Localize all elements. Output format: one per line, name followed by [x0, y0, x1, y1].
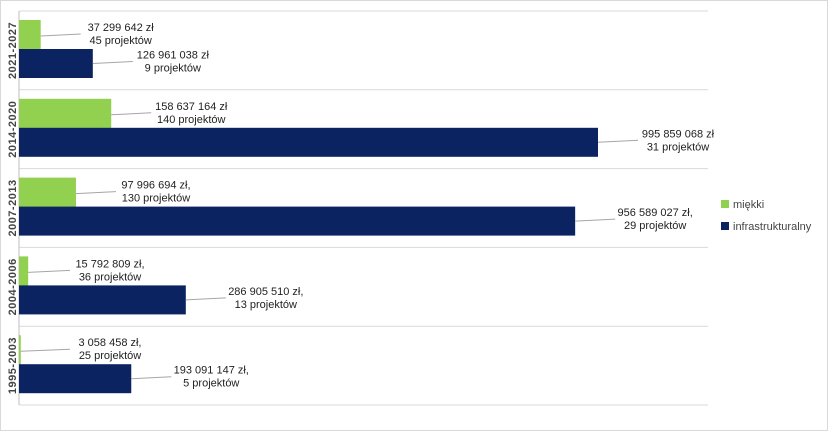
data-label-value: 15 792 809 zł, [75, 258, 144, 270]
legend-swatch [721, 200, 729, 208]
bar-infrastrukturalny [19, 206, 576, 236]
bar-infrastrukturalny [19, 364, 132, 394]
data-label-count: 45 projektów [89, 35, 151, 47]
category-label: 2007-2013 [7, 179, 19, 236]
category-label: 1995-2003 [7, 337, 19, 394]
data-label-count: 5 projektów [183, 378, 239, 390]
bar-miekki [19, 98, 112, 131]
legend-swatch [721, 222, 729, 230]
category-label: 2021-2027 [7, 22, 19, 79]
data-label-value: 193 091 147 zł, [174, 365, 249, 377]
bar-miekki [19, 20, 41, 52]
data-label-value: 3 058 458 zł, [79, 337, 142, 349]
data-label-value: 126 961 038 zł [137, 50, 210, 62]
bar-infrastrukturalny [19, 49, 93, 78]
data-label-leader [597, 139, 639, 143]
legend-label: miękki [733, 199, 764, 211]
data-label-value: 956 589 027 zł, [618, 207, 693, 219]
bar-miekki [19, 335, 21, 368]
data-label-count: 25 projektów [79, 350, 141, 362]
data-label-value: 158 637 164 zł [155, 101, 228, 113]
data-label-count: 36 projektów [79, 271, 141, 283]
data-label-leader [92, 61, 133, 64]
data-label-leader [575, 218, 616, 222]
data-label-value: 97 996 694 zł, [121, 180, 190, 192]
data-label-count: 140 projektów [157, 114, 226, 126]
category-label: 2014-2020 [7, 101, 19, 158]
data-label-count: 9 projektów [145, 63, 201, 75]
data-label-leader [75, 191, 117, 195]
legend-label: infrastrukturalny [733, 221, 812, 233]
data-label-leader [28, 269, 71, 273]
data-label-count: 130 projektów [122, 193, 191, 205]
data-label-value: 286 905 510 zł, [228, 286, 303, 298]
data-label-value: 995 859 068 zł [642, 128, 715, 140]
bar-miekki [19, 256, 29, 289]
data-label-leader [20, 348, 71, 352]
bar-infrastrukturalny [19, 127, 598, 157]
data-label-count: 13 projektów [235, 299, 297, 311]
data-label-count: 31 projektów [647, 141, 709, 153]
data-label-value: 37 299 642 zł [88, 22, 155, 34]
data-label-leader [131, 376, 172, 380]
bar-miekki [19, 177, 76, 210]
data-label-count: 29 projektów [624, 220, 686, 232]
category-label: 2004-2006 [7, 258, 19, 315]
data-label-leader [185, 297, 226, 301]
bar-infrastrukturalny [19, 285, 186, 315]
data-label-leader [111, 112, 152, 116]
data-label-leader [40, 33, 81, 37]
